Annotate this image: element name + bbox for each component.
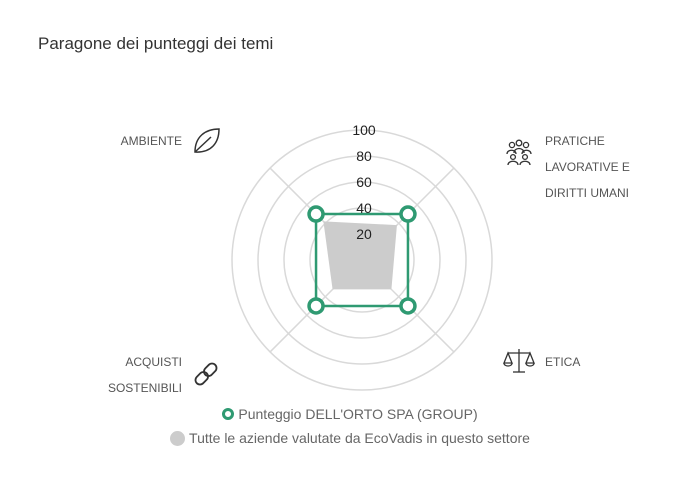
grid-ring-80: [257, 155, 467, 365]
tick-label: 80: [356, 148, 372, 164]
tick-label: 40: [356, 200, 372, 216]
category-label: ETICA: [545, 355, 580, 369]
people-icon: [506, 139, 532, 166]
chart-title: Paragone dei punteggi dei temi: [38, 34, 274, 53]
legend-fill-swatch: [170, 430, 186, 446]
company-point[interactable]: [399, 297, 417, 315]
company-point[interactable]: [399, 205, 417, 223]
tick-label: 100: [352, 122, 376, 138]
chain-icon: [194, 362, 218, 386]
leaf-icon: [194, 128, 220, 153]
grid-ring-100: [231, 129, 493, 391]
category-label: SOSTENIBILI: [108, 381, 182, 395]
legend-item-company[interactable]: Punteggio DELL'ORTO SPA (GROUP): [0, 406, 700, 422]
category-label: AMBIENTE: [121, 134, 182, 148]
grid-ring-60: [283, 181, 441, 339]
company-point[interactable]: [307, 205, 325, 223]
category-label: PRATICHE: [545, 134, 605, 148]
category-labels: PRATICHE LAVORATIVE E DIRITTI UMANI ETICA AC…: [108, 134, 630, 395]
sector-series: [323, 221, 397, 290]
legend-label-sector: Tutte le aziende valutate da EcoVadis in…: [189, 430, 530, 446]
legend-item-sector[interactable]: Tutte le aziende valutate da EcoVadis in…: [0, 430, 700, 446]
company-series: [307, 205, 417, 315]
sector-area: [323, 221, 397, 290]
grid-ring-40: [309, 207, 415, 313]
company-point[interactable]: [307, 297, 325, 315]
category-label: DIRITTI UMANI: [545, 186, 629, 200]
scales-icon: [503, 349, 535, 373]
legend-outline-swatch: [222, 408, 235, 420]
radial-ticks: 20 40 60 80 100: [352, 122, 376, 242]
category-label: ACQUISTI: [125, 355, 182, 369]
tick-label: 60: [356, 174, 372, 190]
category-label: LAVORATIVE E: [545, 160, 630, 174]
tick-label: 20: [356, 226, 372, 242]
legend-label-company: Punteggio DELL'ORTO SPA (GROUP): [238, 406, 478, 422]
